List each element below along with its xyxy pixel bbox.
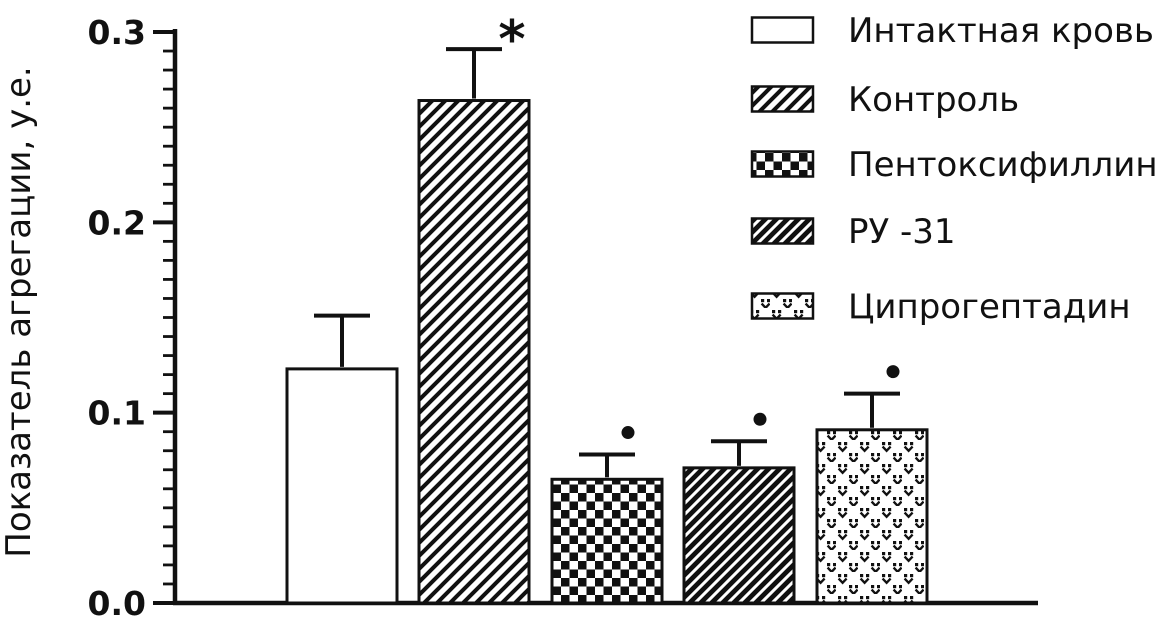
legend-swatch — [750, 217, 815, 245]
legend-swatch — [750, 85, 815, 113]
significance-dot — [753, 412, 767, 426]
y-tick-label: 0.2 — [88, 203, 146, 242]
legend-label: Контроль — [848, 80, 1019, 120]
bars-group — [285, 47, 929, 605]
legend-label: Пентоксифиллин — [848, 145, 1158, 185]
bar — [682, 466, 796, 605]
bar — [550, 477, 664, 605]
legend-swatch — [750, 150, 815, 178]
legend-swatch — [750, 16, 815, 44]
bar — [815, 428, 929, 605]
legend-label: Интактная кровь — [848, 11, 1154, 51]
significance-dot — [621, 426, 635, 440]
legend-label: РУ -31 — [848, 212, 956, 252]
bar — [285, 367, 399, 605]
legend: Интактная кровь Контроль Пентоксифиллин РУ … — [750, 11, 1158, 327]
y-tick-label: 0.3 — [88, 13, 146, 52]
y-tick-label: 0.0 — [88, 584, 146, 618]
significance-asterisk: * — [498, 10, 525, 70]
legend-label: Ципрогептадин — [848, 287, 1131, 327]
legend-swatch — [750, 292, 815, 320]
significance-dot — [886, 365, 900, 379]
significance-markers-group: * — [498, 10, 900, 440]
bar — [417, 99, 531, 605]
y-axis-label: Показатель агрегации, у.е. — [0, 66, 39, 557]
y-tick-label: 0.1 — [88, 394, 146, 433]
